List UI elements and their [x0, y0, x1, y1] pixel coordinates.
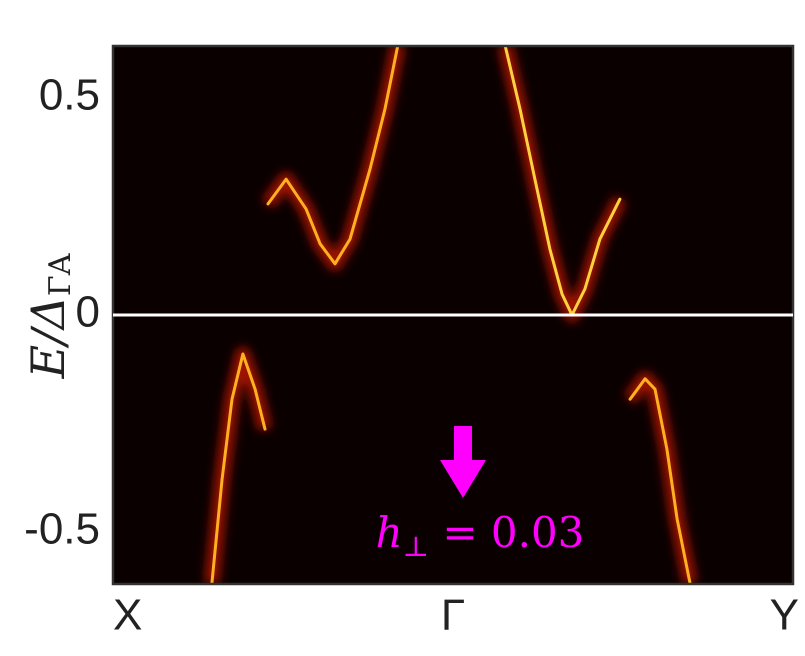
- band: [628, 377, 692, 584]
- x-tick-label: X: [113, 591, 142, 640]
- y-tick-label: 0.5: [39, 71, 100, 120]
- annotation: h⊥ = 0.03: [376, 508, 585, 563]
- annotation-symbol: h: [376, 508, 403, 557]
- annotation-sub: ⊥: [403, 530, 429, 563]
- annotation-arrow: [440, 426, 486, 498]
- band: [210, 352, 267, 584]
- y-label-sub: ΓA: [43, 253, 78, 296]
- band: [266, 46, 400, 266]
- y-tick-label: 0: [76, 288, 100, 337]
- band: [503, 46, 622, 317]
- x-tick-label: Γ: [441, 591, 465, 640]
- y-tick-label: -0.5: [24, 505, 100, 554]
- bands: [204, 46, 697, 584]
- y-axis-label: E/ΔΓA: [21, 253, 78, 379]
- annotation-value: = 0.03: [429, 508, 584, 557]
- y-label-main: E/Δ: [21, 296, 75, 379]
- x-tick-label: Y: [770, 591, 799, 640]
